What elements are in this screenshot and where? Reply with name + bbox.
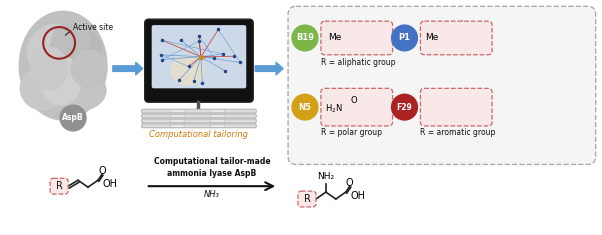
Circle shape [391,25,417,51]
Ellipse shape [171,56,204,85]
Ellipse shape [71,50,107,87]
Text: R = aromatic group: R = aromatic group [420,128,496,137]
FancyBboxPatch shape [141,109,256,113]
FancyBboxPatch shape [211,119,224,122]
Circle shape [60,105,86,131]
Ellipse shape [52,23,90,55]
Ellipse shape [27,24,85,82]
FancyBboxPatch shape [141,124,256,128]
Text: O: O [350,96,357,105]
FancyBboxPatch shape [141,119,256,123]
FancyBboxPatch shape [420,21,492,55]
FancyBboxPatch shape [152,25,246,88]
Text: R: R [55,181,63,191]
Text: H$_2$N: H$_2$N [325,103,343,115]
Text: R: R [303,194,311,204]
FancyBboxPatch shape [211,114,224,118]
Text: NH₃: NH₃ [204,190,220,199]
FancyBboxPatch shape [321,88,393,126]
Text: Computational tailor-made
ammonia lyase AspB: Computational tailor-made ammonia lyase … [154,157,270,178]
FancyBboxPatch shape [141,114,256,118]
FancyBboxPatch shape [211,110,224,113]
Text: F29: F29 [397,103,412,112]
Text: Me: Me [328,33,341,43]
FancyBboxPatch shape [211,124,224,127]
Ellipse shape [56,70,106,110]
FancyBboxPatch shape [50,178,68,194]
Ellipse shape [31,47,67,90]
Text: Active site: Active site [73,23,113,31]
FancyBboxPatch shape [298,191,316,207]
Ellipse shape [19,11,107,120]
Text: O: O [346,178,353,188]
Ellipse shape [20,67,66,110]
Ellipse shape [41,56,81,105]
Circle shape [391,94,417,120]
FancyBboxPatch shape [321,21,393,55]
Circle shape [292,94,318,120]
Text: B19: B19 [296,33,314,43]
Ellipse shape [50,28,102,70]
FancyBboxPatch shape [170,119,184,122]
Text: P1: P1 [399,33,411,43]
Text: N5: N5 [299,103,311,112]
FancyBboxPatch shape [420,88,492,126]
Text: OH: OH [103,179,118,189]
FancyBboxPatch shape [170,124,184,127]
FancyBboxPatch shape [170,114,184,118]
Text: AspB: AspB [62,114,84,122]
FancyBboxPatch shape [170,110,184,113]
Circle shape [292,25,318,51]
Text: R = aliphatic group: R = aliphatic group [321,58,396,67]
Text: Me: Me [426,33,439,43]
FancyBboxPatch shape [144,19,253,102]
Text: O: O [98,166,106,176]
Text: NH₂: NH₂ [317,172,335,181]
Text: R = polar group: R = polar group [321,128,382,137]
Text: Computational tailoring: Computational tailoring [149,130,249,139]
Text: OH: OH [351,191,366,201]
FancyBboxPatch shape [288,6,595,164]
